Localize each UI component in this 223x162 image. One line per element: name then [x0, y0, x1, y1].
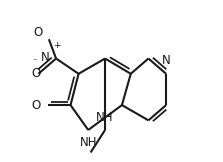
- Text: O: O: [32, 99, 41, 112]
- Text: +: +: [53, 41, 60, 51]
- Text: O: O: [31, 67, 40, 80]
- Text: N: N: [41, 51, 50, 64]
- Text: N: N: [162, 54, 170, 67]
- Text: NH: NH: [96, 111, 114, 124]
- Text: O: O: [33, 26, 42, 39]
- Text: NH: NH: [79, 136, 97, 149]
- Text: ⁻: ⁻: [33, 58, 37, 67]
